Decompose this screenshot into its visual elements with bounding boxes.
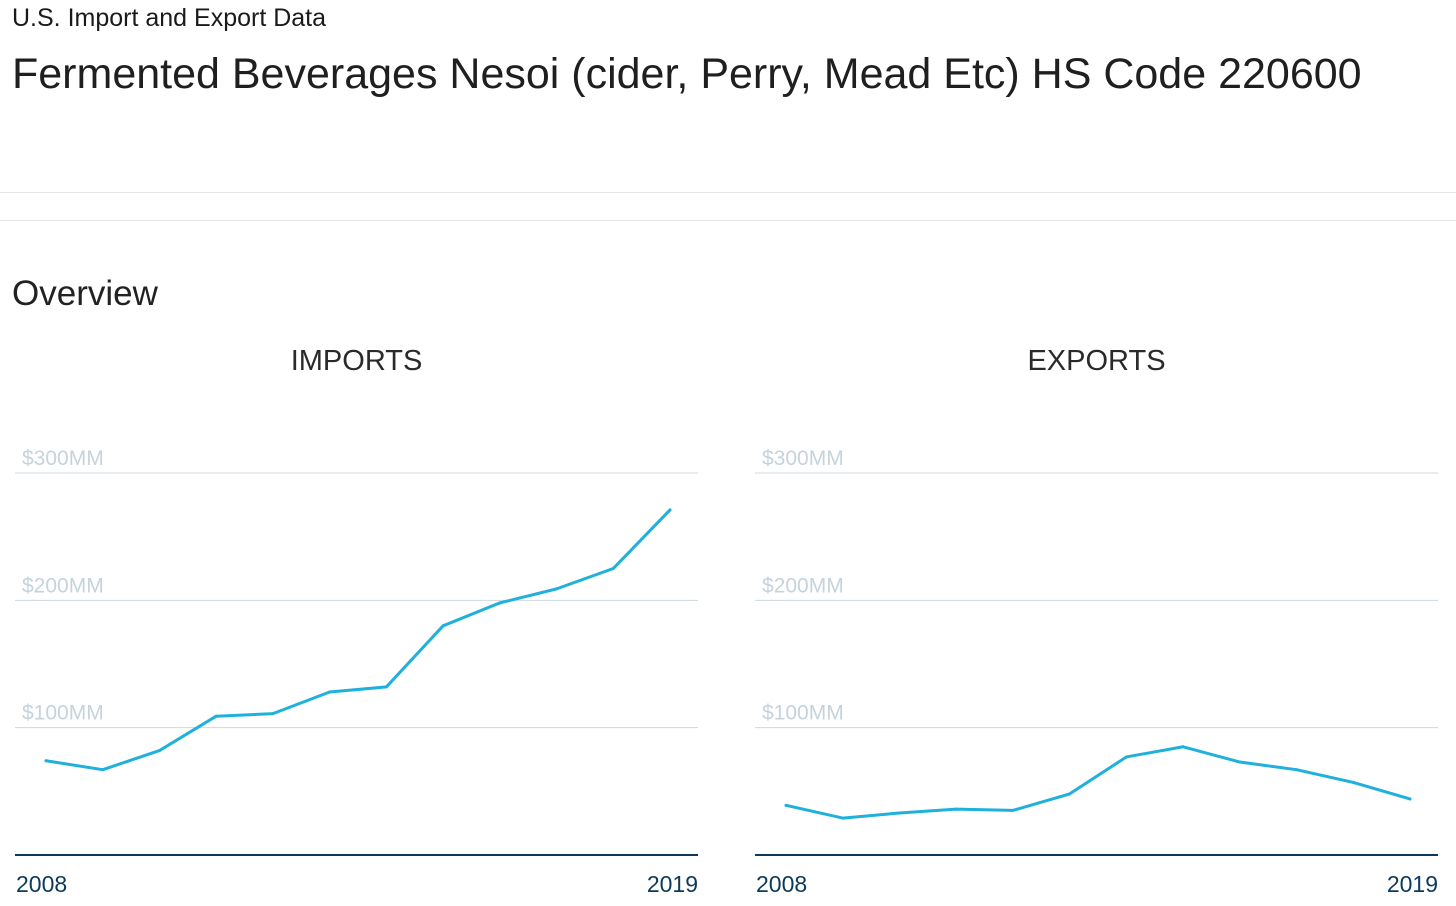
x-tick-label: 2008 bbox=[16, 871, 67, 897]
data-point bbox=[841, 816, 845, 820]
exports-chart-svg: EXPORTS $100MM $200MM $300MM 2008 2019 bbox=[755, 345, 1438, 897]
data-point bbox=[498, 601, 502, 605]
data-point bbox=[157, 749, 161, 753]
series-line bbox=[44, 508, 672, 772]
data-point bbox=[954, 807, 958, 811]
data-point bbox=[555, 587, 559, 591]
y-tick-label: $200MM bbox=[762, 574, 844, 597]
site-eyebrow: U.S. Import and Export Data bbox=[12, 4, 327, 32]
x-tick-label: 2019 bbox=[647, 871, 698, 897]
data-point bbox=[1124, 755, 1128, 759]
data-point bbox=[441, 624, 445, 628]
imports-chart-svg: IMPORTS $100MM $200MM $300MM 2008 2019 bbox=[15, 345, 698, 897]
exports-chart: EXPORTS $100MM $200MM $300MM 2008 2019 bbox=[740, 340, 1440, 900]
data-point bbox=[1068, 792, 1072, 796]
data-point bbox=[1408, 797, 1412, 801]
overview-heading: Overview bbox=[12, 274, 158, 313]
data-point bbox=[1295, 768, 1299, 772]
data-point bbox=[214, 714, 218, 718]
data-point bbox=[1011, 808, 1015, 812]
data-point bbox=[328, 690, 332, 694]
data-point bbox=[1238, 760, 1242, 764]
x-tick-label: 2008 bbox=[756, 871, 807, 897]
data-point bbox=[611, 567, 615, 570]
data-point bbox=[44, 759, 48, 763]
header-divider bbox=[0, 192, 1456, 193]
page-title: Fermented Beverages Nesoi (cider, Perry,… bbox=[12, 50, 1362, 98]
y-tick-label: $200MM bbox=[22, 574, 104, 597]
y-tick-label: $300MM bbox=[22, 447, 104, 470]
chart-title: EXPORTS bbox=[1027, 345, 1165, 377]
data-point bbox=[1351, 780, 1355, 784]
data-point bbox=[668, 508, 672, 512]
y-tick-label: $100MM bbox=[762, 702, 844, 725]
x-tick-label: 2019 bbox=[1387, 871, 1438, 897]
y-tick-label: $300MM bbox=[762, 447, 844, 470]
imports-chart: IMPORTS $100MM $200MM $300MM 2008 2019 bbox=[0, 340, 700, 900]
data-point bbox=[784, 803, 788, 807]
data-point bbox=[897, 811, 901, 815]
data-point bbox=[101, 768, 105, 772]
series-line bbox=[784, 745, 1412, 820]
section-divider bbox=[0, 220, 1456, 221]
data-point bbox=[384, 685, 388, 689]
data-point bbox=[271, 712, 275, 716]
chart-title: IMPORTS bbox=[291, 345, 423, 377]
y-tick-label: $100MM bbox=[22, 702, 104, 725]
data-point bbox=[1181, 745, 1185, 749]
